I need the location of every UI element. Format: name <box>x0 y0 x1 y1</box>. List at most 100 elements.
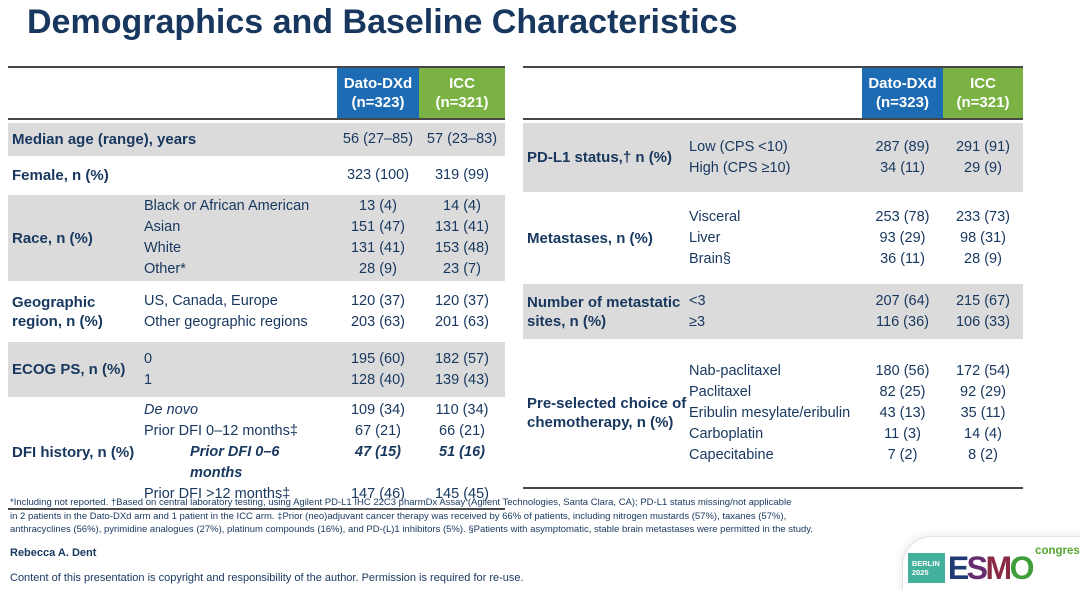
row-value-icc: 28 (9) <box>964 250 1002 267</box>
row-value-dato-dxd: 11 (3) <box>884 425 921 442</box>
row-value-dato-dxd: 36 (11) <box>880 250 925 267</box>
table-row-group: Metastases, n (%) Visceral 253 (78) 233 (73… <box>523 195 1023 281</box>
table-row: Liver 93 (29) 98 (31) <box>689 228 1023 249</box>
row-group-label: Geographic region, n (%) <box>12 293 103 330</box>
esmo-letter: M <box>985 550 1013 586</box>
row-group-label: PD-L1 status,† n (%) <box>527 149 673 166</box>
right-table-header: Dato-DXd (n=323) ICC (n=321) <box>523 68 1023 120</box>
table-row: 1 128 (40) 139 (43) <box>144 370 505 391</box>
table-row: Prior DFI 0–6 months 47 (15) 51 (16) <box>144 442 505 484</box>
row-category: <3 <box>689 292 706 309</box>
row-category: Carboplatin <box>689 425 764 442</box>
row-value-dato-dxd: 34 (11) <box>880 159 925 176</box>
row-value-dato-dxd: 7 (2) <box>887 446 918 463</box>
arm-n: (n=321) <box>956 94 1010 111</box>
row-value-dato-dxd: 128 (40) <box>350 371 405 388</box>
arm-name: ICC <box>970 75 996 92</box>
row-value-icc: 172 (54) <box>955 362 1010 379</box>
row-value-dato-dxd: 195 (60) <box>350 350 405 367</box>
arm-n: (n=323) <box>876 94 929 111</box>
row-value-dato-dxd: 120 (37) <box>350 292 405 309</box>
table-row-group: Geographic region, n (%) US, Canada, Euro… <box>8 284 505 339</box>
row-value-dato-dxd: 147 (46) <box>350 486 405 502</box>
row-value-dato-dxd: 151 (47) <box>350 219 405 235</box>
row-group-label: Pre-selected choice of chemotherapy, n (… <box>527 395 687 431</box>
table-row: <3 207 (64) 215 (67) <box>689 291 1023 312</box>
slide-title: Demographics and Baseline Characteristic… <box>27 3 738 41</box>
row-value-dato-dxd: 323 (100) <box>346 167 410 183</box>
row-value-dato-dxd: 56 (27–85) <box>342 131 414 147</box>
row-value-dato-dxd: 180 (56) <box>875 362 930 379</box>
table-row: Low (CPS <10) 287 (89) 291 (91) <box>689 137 1023 158</box>
column-header-dato-dxd: Dato-DXd (n=323) <box>862 68 943 118</box>
table-row: Capecitabine 7 (2) 8 (2) <box>689 445 1023 466</box>
row-value-icc: 8 (2) <box>968 446 998 463</box>
table-row-group: ECOG PS, n (%) 0 195 (60) 182 (57) 1 128 (40)… <box>8 342 505 397</box>
row-value-dato-dxd: 13 (4) <box>359 198 397 214</box>
row-category: Prior DFI 0–12 months‡ <box>144 423 298 439</box>
table-row: De novo 109 (34) 110 (34) <box>144 400 505 421</box>
row-value-icc: 14 (4) <box>964 425 1002 442</box>
esmo-letter: S <box>966 550 988 586</box>
row-value-icc: 98 (31) <box>960 229 1006 246</box>
row-category: Nab-paclitaxel <box>689 362 781 379</box>
row-value-icc: 110 (34) <box>435 402 489 418</box>
row-category: High (CPS ≥10) <box>689 159 791 176</box>
arm-name: Dato-DXd <box>868 75 937 92</box>
row-group-label: Race, n (%) <box>12 229 93 247</box>
row-category: Liver <box>689 229 721 246</box>
esmo-letter: E <box>947 550 969 586</box>
table-row: Eribulin mesylate/eribulin 43 (13) 35 (11) <box>689 403 1023 424</box>
row-category: Low (CPS <10) <box>689 138 788 155</box>
left-table-body: Median age (range), years 56 (27–85) 57 (2… <box>8 120 505 508</box>
row-category: ≥3 <box>689 313 706 330</box>
row-group-label: Metastases, n (%) <box>527 229 653 247</box>
row-value-dato-dxd: 131 (41) <box>350 240 405 256</box>
column-header-dato-dxd: Dato-DXd (n=323) <box>337 68 419 118</box>
footnote-line: in 2 patients in the Dato-DXd arm and 1 … <box>10 510 787 522</box>
arm-n: (n=321) <box>435 94 489 111</box>
table-row: 323 (100) 319 (99) <box>337 165 505 186</box>
table-row: Nab-paclitaxel 180 (56) 172 (54) <box>689 361 1023 382</box>
row-value-icc: 319 (99) <box>434 167 489 183</box>
row-value-icc: 233 (73) <box>955 208 1010 225</box>
row-category: Black or African American <box>144 198 310 214</box>
row-group-label: DFI history, n (%) <box>12 444 135 461</box>
left-table-header: Dato-DXd (n=323) ICC (n=321) <box>8 68 505 120</box>
row-value-icc: 139 (43) <box>434 371 489 388</box>
row-value-icc: 23 (7) <box>443 261 481 277</box>
arm-name: ICC <box>449 75 475 92</box>
row-group-label: ECOG PS, n (%) <box>12 361 126 378</box>
table-row-group: Race, n (%) Black or African American 13 (… <box>8 195 505 281</box>
table-row-group: PD-L1 status,† n (%) Low (CPS <10) 287 (89… <box>523 123 1023 192</box>
row-value-dato-dxd: 93 (29) <box>879 229 926 246</box>
row-value-icc: 131 (41) <box>434 219 489 235</box>
row-group-label: Median age (range), years <box>12 131 197 148</box>
row-value-icc: 66 (21) <box>439 423 485 439</box>
table-row: Black or African American 13 (4) 14 (4) <box>144 196 505 217</box>
berlin-2025-badge: BERLIN 2025 <box>907 553 945 583</box>
row-category: Eribulin mesylate/eribulin <box>689 404 851 421</box>
table-row-group: Pre-selected choice of chemotherapy, n (… <box>523 342 1023 484</box>
copyright-notice: Content of this presentation is copyrigh… <box>10 572 524 584</box>
footnote-line: *Including not reported. †Based on centr… <box>10 497 792 508</box>
row-category: Asian <box>144 219 181 235</box>
row-value-dato-dxd: 28 (9) <box>359 261 397 277</box>
row-category: Brain§ <box>689 250 731 267</box>
arm-n: (n=323) <box>351 94 405 111</box>
row-value-icc: 215 (67) <box>955 292 1010 309</box>
row-group-label: Female, n (%) <box>12 167 109 184</box>
row-value-icc: 35 (11) <box>960 404 1006 421</box>
row-value-dato-dxd: 82 (25) <box>879 383 926 400</box>
row-value-dato-dxd: 67 (21) <box>355 423 401 439</box>
row-value-icc: 29 (9) <box>964 159 1002 176</box>
demographics-table-left: Dato-DXd (n=323) ICC (n=321) Median age … <box>8 66 505 510</box>
row-value-icc: 291 (91) <box>955 138 1010 155</box>
table-row: 0 195 (60) 182 (57) <box>144 349 505 370</box>
row-category: Visceral <box>689 208 741 225</box>
row-category: Paclitaxel <box>689 383 752 400</box>
badge-city: BERLIN <box>911 559 940 568</box>
table-row: Other* 28 (9) 23 (7) <box>144 259 505 280</box>
badge-year: 2025 <box>911 568 929 577</box>
